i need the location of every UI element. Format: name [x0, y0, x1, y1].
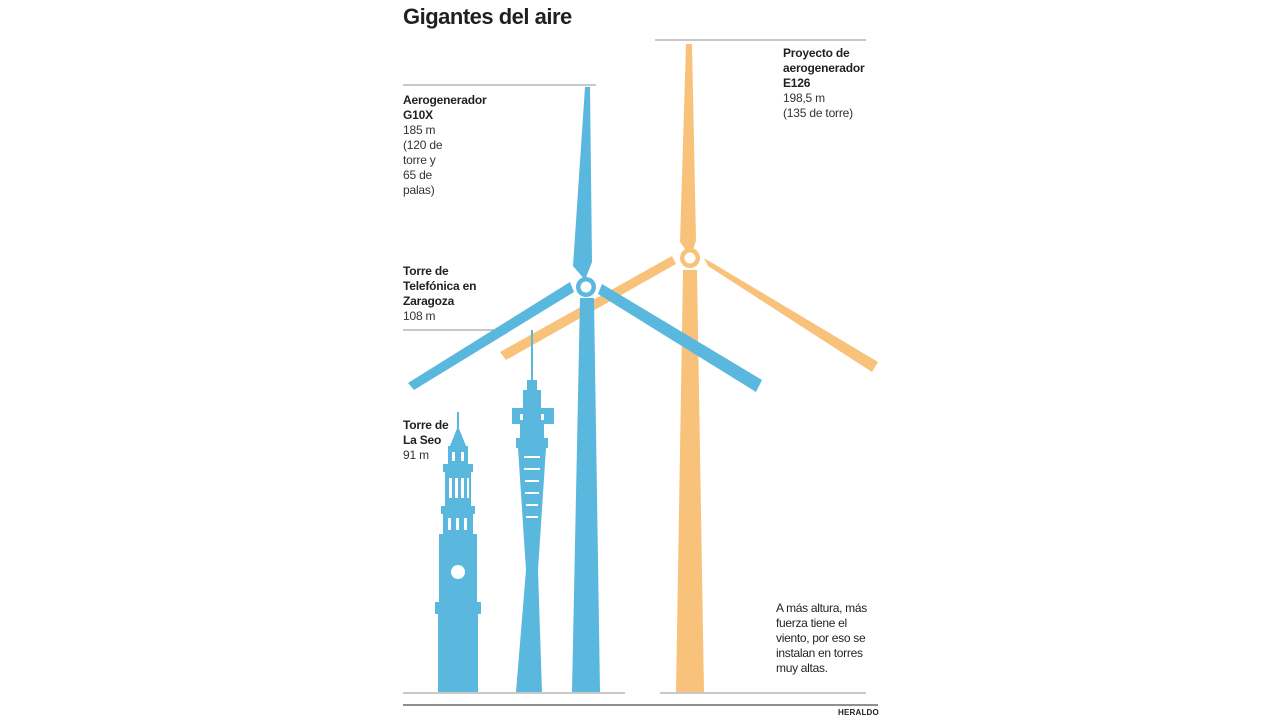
seo-windows: [448, 452, 469, 530]
seo-cornice-2: [441, 506, 475, 514]
label-g10x-name: Aerogenerador G10X: [403, 93, 487, 122]
g10x-turbine: [408, 87, 762, 692]
label-g10x-height: 185 m: [403, 123, 436, 137]
telefonica-antenna: [531, 330, 533, 382]
label-telefonica-height: 108 m: [403, 309, 436, 323]
label-seo: Torre de La Seo 91 m: [403, 418, 463, 463]
seo-spire: [457, 412, 459, 428]
telefonica-mid-block-2: [516, 438, 548, 448]
g10x-blade-up: [573, 87, 592, 280]
label-g10x-detail: (120 de torre y 65 de palas): [403, 138, 443, 197]
label-e126: Proyecto de aerogenerador E126 198,5 m (…: [783, 46, 873, 121]
telefonica-shaft: [516, 448, 546, 692]
seo-spire-cap: [450, 426, 466, 446]
g10x-tower: [572, 298, 600, 692]
seo-clock-icon: [451, 565, 465, 579]
credit-text: HERALDO: [838, 708, 879, 717]
note-text: A más altura, más fuerza tiene el viento…: [776, 601, 867, 675]
label-telefonica: Torre de Telefónica en Zaragoza 108 m: [403, 264, 503, 324]
infographic-title: Gigantes del aire: [403, 4, 572, 29]
g10x-blade-left: [408, 282, 574, 390]
g10x-hub-center: [580, 281, 592, 293]
label-g10x: Aerogenerador G10X 185 m (120 de torre y…: [403, 93, 495, 198]
telefonica-mid-block-1: [520, 424, 544, 438]
e126-hub-center: [684, 252, 696, 264]
label-seo-height: 91 m: [403, 448, 429, 462]
seo-cornice-4: [435, 602, 481, 614]
label-e126-detail: (135 de torre): [783, 106, 853, 120]
telefonica-platform: [512, 408, 554, 424]
seo-base: [438, 614, 478, 692]
label-telefonica-name: Torre de Telefónica en Zaragoza: [403, 264, 477, 308]
label-e126-height: 198,5 m: [783, 91, 825, 105]
e126-blade-up: [680, 44, 696, 257]
e126-turbine: [500, 44, 878, 692]
label-seo-name: Torre de La Seo: [403, 418, 449, 447]
seo-tower: [435, 412, 481, 692]
seo-cornice-1: [443, 464, 473, 472]
telefonica-windows: [520, 414, 544, 518]
g10x-blade-right: [598, 284, 762, 392]
seo-cornice-3: [439, 534, 477, 542]
e126-blade-right: [704, 258, 878, 372]
telefonica-antenna-base: [527, 380, 537, 392]
telefonica-tower: [512, 330, 554, 692]
telefonica-upper-mast: [523, 390, 541, 408]
label-e126-name: Proyecto de aerogenerador E126: [783, 46, 865, 90]
e126-tower: [676, 270, 704, 692]
